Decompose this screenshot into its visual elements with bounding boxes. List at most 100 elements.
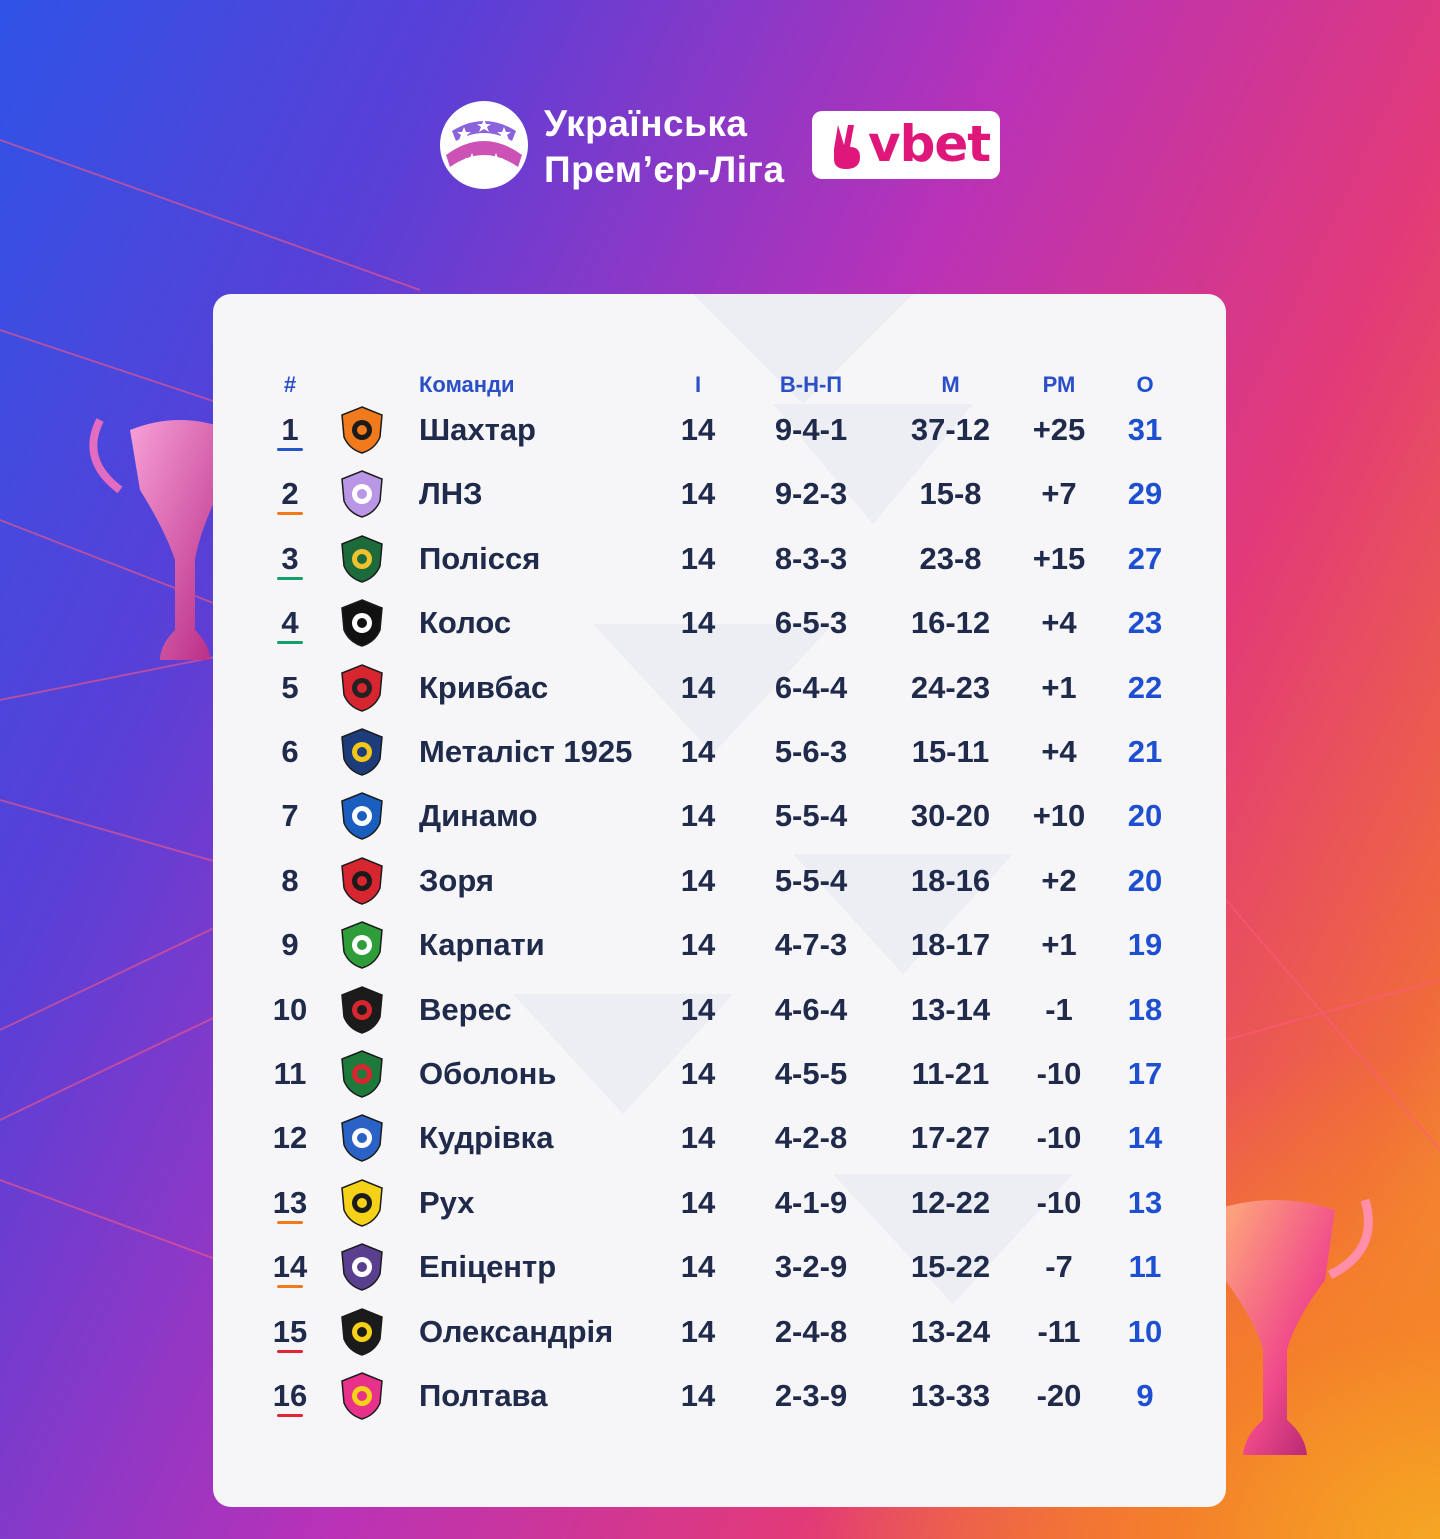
points-cell: 9 — [1136, 1378, 1154, 1413]
metalist-logo-icon — [337, 727, 387, 777]
wdl-cell: 4-6-4 — [774, 991, 848, 1027]
wdl-cell: 5-5-4 — [774, 798, 848, 834]
polissia-logo-icon — [337, 534, 387, 584]
position-cell: 6 — [281, 734, 299, 769]
position-cell: 7 — [281, 798, 299, 834]
goal-diff-cell: -10 — [1036, 1184, 1082, 1220]
col-header-points: О — [1136, 372, 1154, 397]
wdl-cell: 4-1-9 — [774, 1184, 848, 1220]
goals-cell: 18-16 — [910, 862, 991, 898]
team-name: Шахтар — [419, 412, 536, 447]
table-row: 5 Кривбас 14 6-4-4 24-23 +1 22 — [213, 656, 1226, 720]
goal-diff-cell: +4 — [1041, 734, 1077, 769]
points-cell: 19 — [1127, 927, 1163, 963]
table-row: 4 Колос 14 6-5-3 16-12 +4 23 — [213, 591, 1226, 655]
shakhtar-logo-icon — [337, 405, 387, 455]
points-cell: 31 — [1127, 412, 1163, 447]
league-name: Українська Прем’єр-Ліга — [544, 101, 785, 193]
table-header: # Команди І В-Н-П М РМ О — [213, 368, 1226, 402]
zone-indicator — [277, 1349, 303, 1353]
points-cell: 29 — [1127, 476, 1163, 512]
games-cell: 14 — [680, 540, 716, 576]
games-cell: 14 — [680, 1313, 716, 1349]
zorya-logo-icon — [337, 856, 387, 906]
col-header-position: # — [283, 372, 297, 397]
position-cell: 11 — [273, 1056, 307, 1091]
goal-diff-cell: +7 — [1041, 476, 1077, 512]
wdl-cell: 6-5-3 — [774, 605, 848, 641]
goals-cell: 15-22 — [910, 1249, 991, 1285]
wdl-cell: 9-2-3 — [774, 476, 848, 512]
dynamo-logo-icon — [337, 791, 387, 841]
games-cell: 14 — [680, 412, 716, 447]
goals-cell: 13-24 — [910, 1313, 991, 1349]
zone-indicator — [277, 1220, 303, 1224]
position-cell: 2 — [281, 476, 299, 512]
kudrivka-logo-icon — [337, 1113, 387, 1163]
league-name-line2: Прем’єр-Ліга — [544, 149, 785, 190]
wdl-cell: 4-5-5 — [774, 1056, 848, 1091]
goal-diff-cell: +2 — [1041, 862, 1077, 898]
table-row: 6 Металіст 1925 14 5-6-3 15-11 +4 21 — [213, 720, 1226, 784]
goal-diff-cell: -7 — [1045, 1249, 1073, 1285]
goals-cell: 17-27 — [910, 1120, 991, 1156]
table-row: 8 Зоря 14 5-5-4 18-16 +2 20 — [213, 849, 1226, 913]
team-name: Колос — [419, 605, 512, 641]
epicentr-logo-icon — [337, 1242, 387, 1292]
team-name: Кривбас — [419, 669, 549, 705]
wdl-cell: 2-3-9 — [774, 1378, 848, 1413]
points-cell: 22 — [1127, 669, 1163, 705]
goals-cell: 13-14 — [910, 991, 991, 1027]
wdl-cell: 5-5-4 — [774, 862, 848, 898]
goal-diff-cell: +10 — [1032, 798, 1086, 834]
games-cell: 14 — [680, 605, 716, 641]
games-cell: 14 — [680, 927, 716, 963]
zone-indicator — [277, 1414, 303, 1417]
goal-diff-cell: +1 — [1041, 669, 1077, 705]
wdl-cell: 6-4-4 — [774, 669, 848, 705]
team-name: Рух — [419, 1184, 475, 1220]
wdl-cell: 9-4-1 — [774, 412, 848, 447]
goals-cell: 23-8 — [919, 540, 982, 576]
table-row: 3 Полісся 14 8-3-3 23-8 +15 27 — [213, 527, 1226, 591]
games-cell: 14 — [680, 476, 716, 512]
position-cell: 9 — [281, 927, 299, 963]
table-row: 16 Полтава 14 2-3-9 13-33 -20 9 — [213, 1364, 1226, 1428]
team-name: Динамо — [419, 798, 538, 834]
points-cell: 14 — [1127, 1120, 1163, 1156]
points-cell: 20 — [1127, 862, 1163, 898]
oleksandriia-logo-icon — [337, 1307, 387, 1357]
goals-cell: 15-8 — [919, 476, 982, 512]
goal-diff-cell: +1 — [1041, 927, 1077, 963]
table-row: 11 Оболонь 14 4-5-5 11-21 -10 17 — [213, 1042, 1226, 1106]
points-cell: 13 — [1127, 1184, 1163, 1220]
team-name: Епіцентр — [419, 1249, 557, 1285]
position-cell: 1 — [281, 412, 299, 447]
goals-cell: 37-12 — [910, 412, 991, 447]
team-name: Металіст 1925 — [419, 734, 633, 769]
team-name: Полтава — [419, 1378, 548, 1413]
standings-card: # Команди І В-Н-П М РМ О 1 Шахтар 14 9-4-1 3… — [213, 294, 1226, 1507]
games-cell: 14 — [680, 991, 716, 1027]
table-row: 13 Рух 14 4-1-9 12-22 -10 13 — [213, 1171, 1226, 1235]
col-header-team: Команди — [419, 372, 515, 397]
games-cell: 14 — [680, 669, 716, 705]
karpaty-logo-icon — [337, 920, 387, 970]
obolon-logo-icon — [337, 1049, 387, 1099]
position-cell: 12 — [272, 1120, 308, 1156]
table-row: 10 Верес 14 4-6-4 13-14 -1 18 — [213, 978, 1226, 1042]
games-cell: 14 — [680, 1378, 716, 1413]
zone-indicator — [277, 641, 303, 645]
points-cell: 10 — [1127, 1313, 1163, 1349]
league-name-line1: Українська — [544, 103, 748, 144]
rukh-logo-icon — [337, 1178, 387, 1228]
games-cell: 14 — [680, 1249, 716, 1285]
col-header-wdl: В-Н-П — [779, 372, 843, 397]
position-cell: 14 — [272, 1249, 308, 1285]
zone-indicator — [277, 448, 303, 451]
position-cell: 15 — [272, 1313, 308, 1349]
table-row: 14 Епіцентр 14 3-2-9 15-22 -7 11 — [213, 1235, 1226, 1299]
points-cell: 27 — [1127, 540, 1163, 576]
table-row: 2 ЛНЗ 14 9-2-3 15-8 +7 29 — [213, 462, 1226, 526]
position-cell: 10 — [272, 991, 308, 1027]
